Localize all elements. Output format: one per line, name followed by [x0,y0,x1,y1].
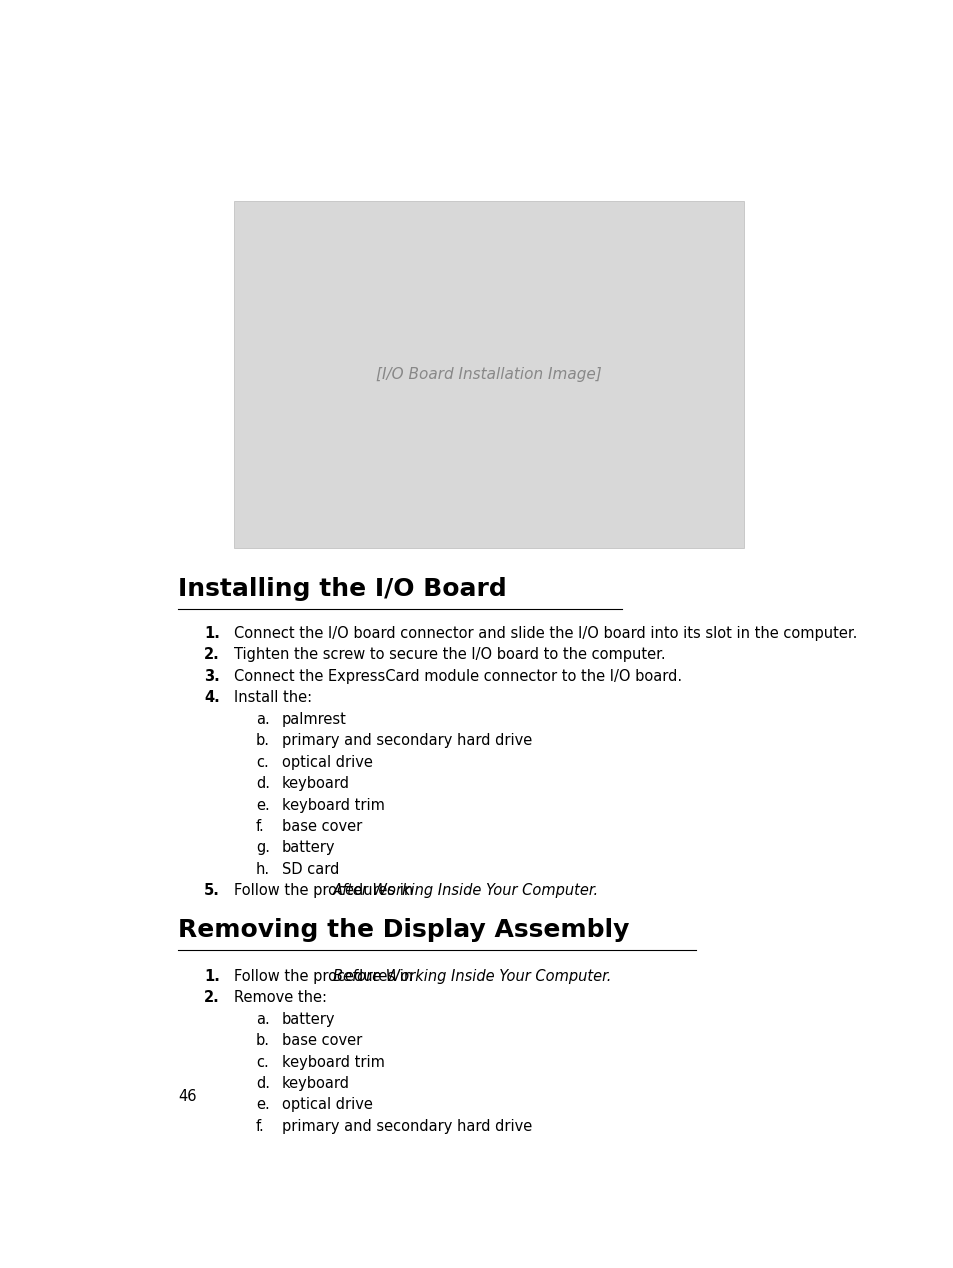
Text: Remove the:: Remove the: [233,990,327,1006]
Text: 1.: 1. [204,969,220,984]
Text: a.: a. [255,1012,270,1027]
Text: c.: c. [255,1055,269,1069]
Text: keyboard trim: keyboard trim [282,1055,384,1069]
Text: Removing the Display Assembly: Removing the Display Assembly [178,918,629,942]
Text: keyboard: keyboard [282,776,350,791]
Text: f.: f. [255,819,265,834]
Text: Connect the ExpressCard module connector to the I/O board.: Connect the ExpressCard module connector… [233,668,681,683]
Text: primary and secondary hard drive: primary and secondary hard drive [282,1118,532,1134]
Text: SD card: SD card [282,862,339,877]
Text: 2.: 2. [204,647,220,662]
Text: g.: g. [255,841,270,856]
Text: b.: b. [255,733,270,748]
Text: base cover: base cover [282,1033,362,1049]
Text: Tighten the screw to secure the I/O board to the computer.: Tighten the screw to secure the I/O boar… [233,647,665,662]
Text: optical drive: optical drive [282,754,373,770]
Text: d.: d. [255,1077,270,1090]
Text: e.: e. [255,1098,270,1112]
Text: battery: battery [282,1012,335,1027]
Text: 1.: 1. [204,625,220,640]
Text: [I/O Board Installation Image]: [I/O Board Installation Image] [375,366,601,382]
Text: After Working Inside Your Computer.: After Working Inside Your Computer. [333,884,598,899]
Text: base cover: base cover [282,819,362,834]
Text: keyboard trim: keyboard trim [282,798,384,813]
Text: a.: a. [255,711,270,727]
Text: e.: e. [255,798,270,813]
Text: b.: b. [255,1033,270,1049]
Text: 46: 46 [178,1089,196,1104]
Text: 2.: 2. [204,990,220,1006]
Text: keyboard: keyboard [282,1077,350,1090]
Text: optical drive: optical drive [282,1098,373,1112]
Text: d.: d. [255,776,270,791]
Text: h.: h. [255,862,270,877]
Text: Follow the procedures in: Follow the procedures in [233,884,417,899]
Text: Follow the procedures in: Follow the procedures in [233,969,417,984]
Text: primary and secondary hard drive: primary and secondary hard drive [282,733,532,748]
Text: 3.: 3. [204,668,220,683]
Text: c.: c. [255,754,269,770]
Text: Installing the I/O Board: Installing the I/O Board [178,577,507,601]
Text: Connect the I/O board connector and slide the I/O board into its slot in the com: Connect the I/O board connector and slid… [233,625,857,640]
Text: 4.: 4. [204,690,220,705]
FancyBboxPatch shape [233,202,743,548]
Text: battery: battery [282,841,335,856]
Text: f.: f. [255,1118,265,1134]
Text: Install the:: Install the: [233,690,312,705]
Text: 5.: 5. [204,884,220,899]
Text: palmrest: palmrest [282,711,347,727]
Text: Before Working Inside Your Computer.: Before Working Inside Your Computer. [333,969,611,984]
